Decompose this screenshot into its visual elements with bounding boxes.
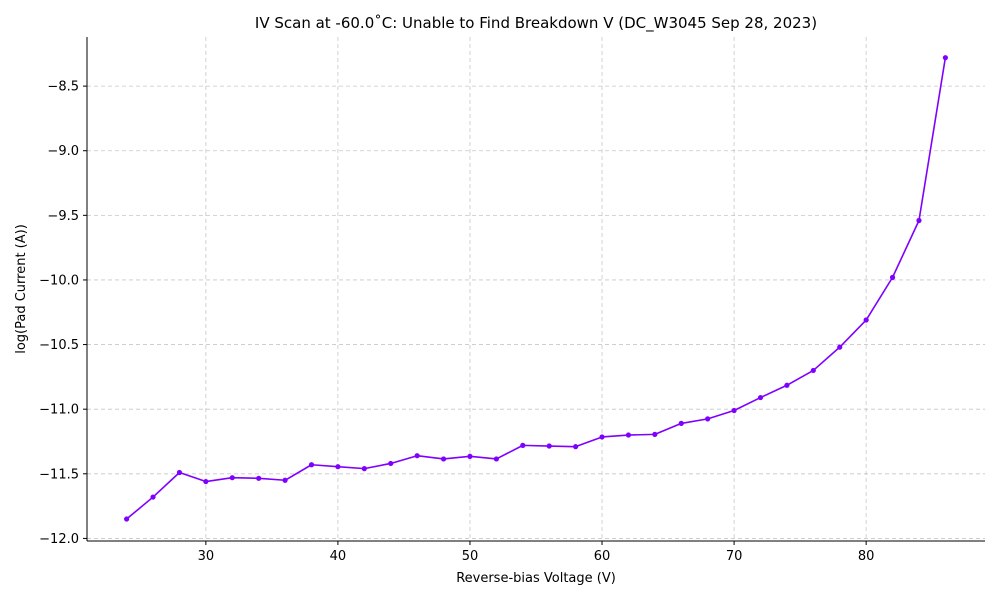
data-point (757, 394, 764, 401)
data-point (678, 420, 684, 426)
data-point (150, 494, 156, 500)
data-point (546, 443, 552, 449)
data-point (335, 464, 341, 470)
data-point (124, 516, 130, 522)
data-point (440, 456, 447, 462)
series-line (126, 57, 947, 520)
data-point (467, 453, 473, 459)
data-point (784, 382, 790, 388)
data-point (863, 317, 869, 323)
y-axis-label: log(Pad Current (A)) (14, 224, 29, 354)
data-point (361, 466, 367, 472)
y-tick-label: −11.0 (39, 403, 79, 418)
data-point (625, 432, 632, 438)
x-tick-label: 70 (726, 549, 743, 564)
data-point (916, 217, 922, 224)
chart-title: IV Scan at -60.0˚C: Unable to Find Break… (255, 14, 817, 33)
y-tick-label: −12.0 (39, 532, 79, 547)
data-point (282, 477, 288, 483)
data-point (203, 478, 209, 485)
data-point (414, 453, 420, 459)
data-point (837, 344, 843, 350)
x-tick-label: 30 (198, 549, 215, 564)
x-tick-label: 40 (330, 549, 347, 564)
data-point (573, 444, 579, 450)
series-layer (124, 55, 948, 522)
data-point (731, 407, 737, 414)
data-point (493, 456, 499, 462)
data-point (176, 469, 183, 476)
ticks-layer: 30 40 50 60 70 80 −12.0 −11.5 −11.0 −10.5 −10.0 −9.… (39, 80, 874, 564)
y-tick-label: −9.0 (47, 144, 79, 159)
data-point (256, 475, 262, 481)
y-tick-label: −9.5 (47, 209, 79, 224)
data-point (652, 431, 658, 437)
grid-layer (87, 37, 985, 541)
data-point (942, 55, 948, 61)
data-point (308, 462, 315, 468)
y-tick-label: −10.0 (39, 273, 79, 288)
data-point (520, 442, 526, 448)
x-axis-label: Reverse-bias Voltage (V) (456, 571, 616, 586)
x-tick-label: 60 (594, 549, 611, 564)
data-point (599, 434, 605, 440)
data-point (705, 416, 711, 422)
x-tick-label: 80 (858, 549, 875, 564)
x-tick-label: 50 (462, 549, 479, 564)
axes-spines (86, 37, 985, 542)
y-tick-label: −8.5 (47, 80, 79, 95)
data-point (229, 475, 235, 481)
data-point (388, 460, 394, 467)
y-tick-label: −10.5 (39, 338, 79, 353)
data-point (889, 274, 896, 280)
y-tick-label: −11.5 (39, 467, 79, 482)
data-point (810, 367, 816, 374)
